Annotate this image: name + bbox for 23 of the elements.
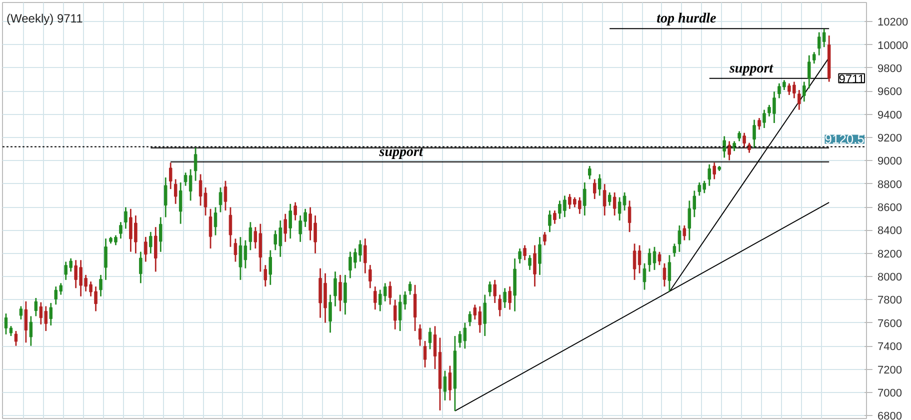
y-tick-label: 9200	[878, 132, 902, 144]
ref-line-label: 9120.5	[824, 132, 865, 147]
y-tick-label: 7600	[878, 318, 902, 330]
y-tick-label: 6800	[878, 410, 902, 420]
y-tick-label: 9800	[878, 62, 902, 75]
y-tick-label: 9600	[878, 86, 902, 98]
y-tick-label: 8400	[878, 225, 902, 238]
y-tick-label: 8000	[878, 272, 902, 284]
y-tick-label: 8800	[878, 178, 902, 191]
text: (Weekly) 9711	[6, 12, 84, 26]
annotation: support	[378, 144, 424, 160]
annotation: support	[728, 61, 774, 76]
annotation: top hurdle	[656, 12, 716, 27]
y-tick-label: 9400	[878, 109, 902, 122]
y-tick-label: 8600	[878, 202, 902, 214]
y-tick-label: 7800	[878, 294, 902, 307]
y-tick-label: 9000	[878, 156, 902, 168]
y-tick-label: 10200	[878, 16, 908, 29]
y-tick-label: 7000	[878, 387, 902, 400]
y-tick-label: 8200	[878, 248, 902, 260]
y-tick-label: 7200	[878, 364, 902, 376]
y-tick-label: 10000	[878, 40, 908, 52]
y-tick-label: 7400	[878, 341, 902, 354]
